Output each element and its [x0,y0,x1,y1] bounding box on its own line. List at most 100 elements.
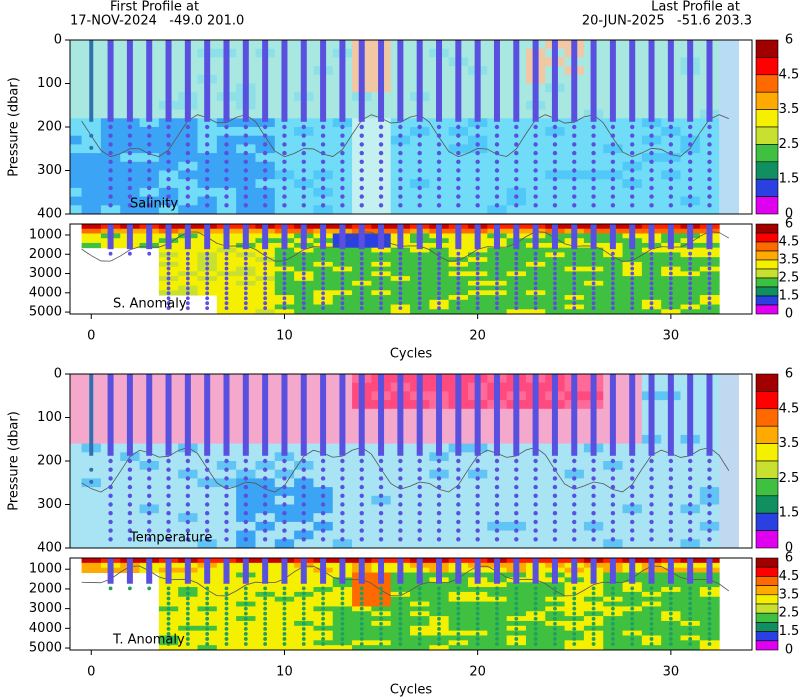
field-cell [216,513,237,523]
profile-dot [456,203,461,208]
profile-dot [417,301,422,306]
field-cell [661,161,682,171]
profile-dot [379,637,383,641]
profile-dot [707,621,712,626]
field-cell [487,513,508,523]
field-cell [429,478,450,488]
profile-dot [514,591,519,596]
profile-dot [224,281,229,286]
colorbar-box [755,408,779,427]
profile-dot [224,493,229,498]
profile-dot [687,168,693,173]
profile-dot [668,150,674,156]
field-cell [622,645,643,650]
field-cell [545,487,566,497]
profile-dot [166,185,171,191]
profile-dot [262,159,268,164]
profile-dot [263,251,268,256]
field-cell [332,539,353,548]
profile [281,224,288,250]
profile [358,224,365,250]
profile-dot [301,611,306,616]
field-cell [545,452,566,462]
field-cell [158,478,179,488]
profile-dot [340,616,345,621]
field-cell [313,118,334,128]
field-cell [390,247,411,253]
profile-dot [514,528,519,533]
profile-dot [340,256,345,261]
profile-dot [514,266,519,271]
profile-dot [282,626,287,631]
field-cell [641,469,662,479]
profile-dot [185,168,191,173]
field-cell [216,478,237,488]
field-cell [197,127,218,137]
profile-dot [301,616,306,621]
profile [204,224,211,250]
field-cell [294,179,314,189]
field-cell [564,478,585,488]
profile-dot [668,185,674,191]
profile [320,374,327,456]
field-cell [197,461,218,471]
field-cell [120,461,141,471]
profile-dot [649,642,654,646]
profile-dot [398,537,403,542]
profile-dot [204,194,210,199]
field-cell [390,127,411,137]
profile-dot [552,177,558,182]
profile-dot [398,467,403,472]
profile [107,558,114,584]
field-cell [622,127,643,137]
profile-dot [668,537,674,542]
profile-dot [533,159,538,164]
profile-dot [282,493,287,498]
profile-dot [630,528,635,533]
field-cell [255,582,276,588]
field-cell [255,161,276,171]
profile-dot [591,586,596,591]
field-cell [332,487,353,497]
field-cell [583,513,604,523]
field-cell [564,461,585,471]
field-cell [525,504,546,514]
field-cell [564,205,585,214]
field-cell [139,179,160,189]
profile-dot [649,194,654,199]
field-cell [506,170,527,180]
profile-dot [437,601,441,606]
field-cell [661,487,682,497]
profile-dot [688,261,693,266]
profile-dot [224,203,229,208]
profile-dot [649,177,654,182]
profile-dot [166,601,171,606]
field-cell [390,144,411,154]
profile-dot [649,281,654,286]
profile-dot [495,281,499,286]
field-cell [641,452,662,462]
field-cell [371,478,392,488]
profile-dot [205,586,210,591]
field-cell [699,118,720,128]
field-cell [313,187,334,198]
profile [590,558,597,584]
field-cell [120,530,141,540]
profile [126,558,133,584]
profile [126,224,133,250]
profile-dot [282,591,287,596]
profile [609,558,616,584]
profile-dot [301,632,306,636]
profile-dot [127,502,133,507]
profile-dot [89,479,94,484]
profile-dot [688,642,693,646]
profile-dot [553,266,557,271]
profile [107,374,114,456]
field-cell [371,118,392,128]
field-cell [661,530,682,540]
profile-dot [301,519,306,525]
field-cell [410,153,430,163]
profile-dot [262,177,268,182]
field-cell [699,487,720,497]
